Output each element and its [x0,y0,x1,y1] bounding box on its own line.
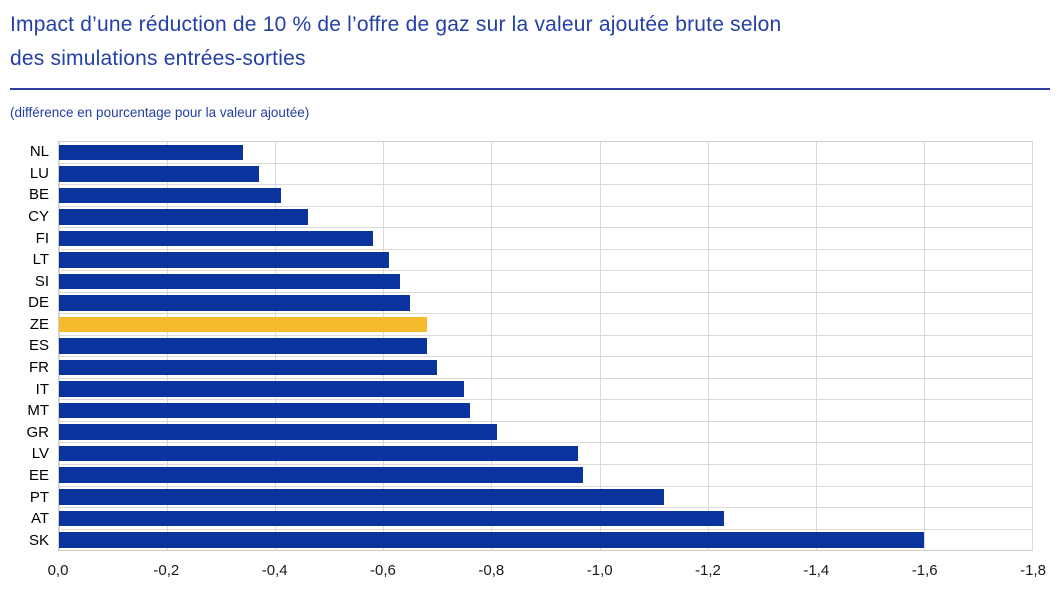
bar-es [59,338,427,354]
x-axis-tick-label: -0,8 [478,562,505,579]
x-axis-tick-label: 0,0 [47,562,69,579]
bar-row-gr [59,422,1032,444]
y-axis-label-ze: ZE [29,315,49,333]
bar-row-ee [59,465,1032,487]
bar-de [59,295,411,311]
title-divider [10,88,1050,90]
x-axis-tick-label: -0,4 [261,562,288,579]
bar-at [59,510,724,527]
chart-subtitle: (différence en pourcentage pour la valeu… [10,105,310,120]
y-axis-label-nl: NL [29,143,49,161]
y-axis-label-cy: CY [28,208,49,226]
bar-row-nl [59,142,1032,164]
y-axis-label-sk: SK [28,531,49,549]
bar-it [59,381,465,397]
bar-fi [59,230,373,247]
bar-nl [59,144,243,161]
bar-fr [59,359,438,376]
bar-lv [59,445,578,462]
y-axis-label-es: ES [28,337,49,355]
bar-lu [59,166,259,182]
y-axis-label-lt: LT [32,251,49,269]
chart-title-line-2: des simulations entrées-sorties [10,47,306,70]
bar-chart: NL LU BE CY FI LT SI DE ZE ES FR IT MT GR LV EE PT AT SK 0… [10,141,1050,585]
vertical-gridline [491,142,493,550]
bar-row-it [59,379,1032,401]
bar-row-fr [59,357,1032,379]
y-axis-label-mt: MT [27,402,49,420]
chart-body: NL LU BE CY FI LT SI DE ZE ES FR IT MT GR LV EE PT AT SK [10,141,1050,551]
bar-row-sk [59,530,1032,551]
bar-gr [59,424,497,440]
x-axis-tick-label: -1,2 [695,562,721,579]
bar-row-be [59,185,1032,207]
y-axis-label-fi: FI [35,229,49,247]
x-axis-tick-label: -0,6 [370,562,396,579]
bar-row-de [59,293,1032,315]
bar-row-pt [59,487,1032,509]
y-axis-label-it: IT [35,380,49,398]
bar-lt [59,252,389,268]
bar-row-mt [59,400,1032,422]
bar-row-cy [59,207,1032,229]
bar-be [59,187,281,204]
y-axis-label-be: BE [28,186,49,204]
bar-row-lt [59,250,1032,272]
bar-row-lu [59,164,1032,186]
bar-row-si [59,271,1032,293]
bar-sk [59,532,924,548]
plot-area [58,141,1033,551]
x-axis-tick-label: -1,0 [586,562,613,579]
x-axis-tick-label: -1,6 [911,562,938,579]
y-axis-labels: NL LU BE CY FI LT SI DE ZE ES FR IT MT GR LV EE PT AT SK [10,141,58,551]
chart-title: Impact d’une réduction de 10 % de l’offr… [10,8,1050,76]
bar-si [59,273,400,290]
y-axis-label-fr: FR [29,359,49,377]
y-axis-label-pt: PT [29,488,49,506]
y-axis-label-ee: EE [28,466,49,484]
y-axis-label-lv: LV [31,445,49,463]
y-axis-label-at: AT [30,510,49,528]
y-axis-label-si: SI [34,272,49,290]
bar-row-fi [59,228,1032,250]
x-axis-tick-label: -1,8 [1020,562,1046,579]
bar-row-es [59,336,1032,358]
x-axis-tick-label: -1,4 [803,562,830,579]
bar-ze [59,316,427,333]
y-axis-label-lu: LU [29,164,49,182]
bar-mt [59,402,470,419]
x-axis-tick-label: -0,2 [153,562,180,579]
vertical-gridline [1032,142,1033,550]
x-axis-labels: 0,0 -0,2 -0,4 -0,6 -0,8 -1,0 -1,2 -1,4 -1,6 -1,8 [48,551,1046,585]
vertical-gridline [707,142,709,550]
chart-title-line-1: Impact d’une réduction de 10 % de l’offr… [10,13,782,36]
bar-cy [59,209,308,225]
bar-row-at [59,508,1032,530]
vertical-gridline [815,142,817,550]
y-axis-label-de: DE [28,294,49,312]
vertical-gridline [923,142,925,550]
y-axis-label-gr: GR [26,423,50,441]
bar-row-ze [59,314,1032,336]
bar-pt [59,489,665,505]
bar-rows [59,142,1032,550]
bar-ee [59,467,584,483]
vertical-gridline [599,142,601,550]
bar-row-lv [59,443,1032,465]
